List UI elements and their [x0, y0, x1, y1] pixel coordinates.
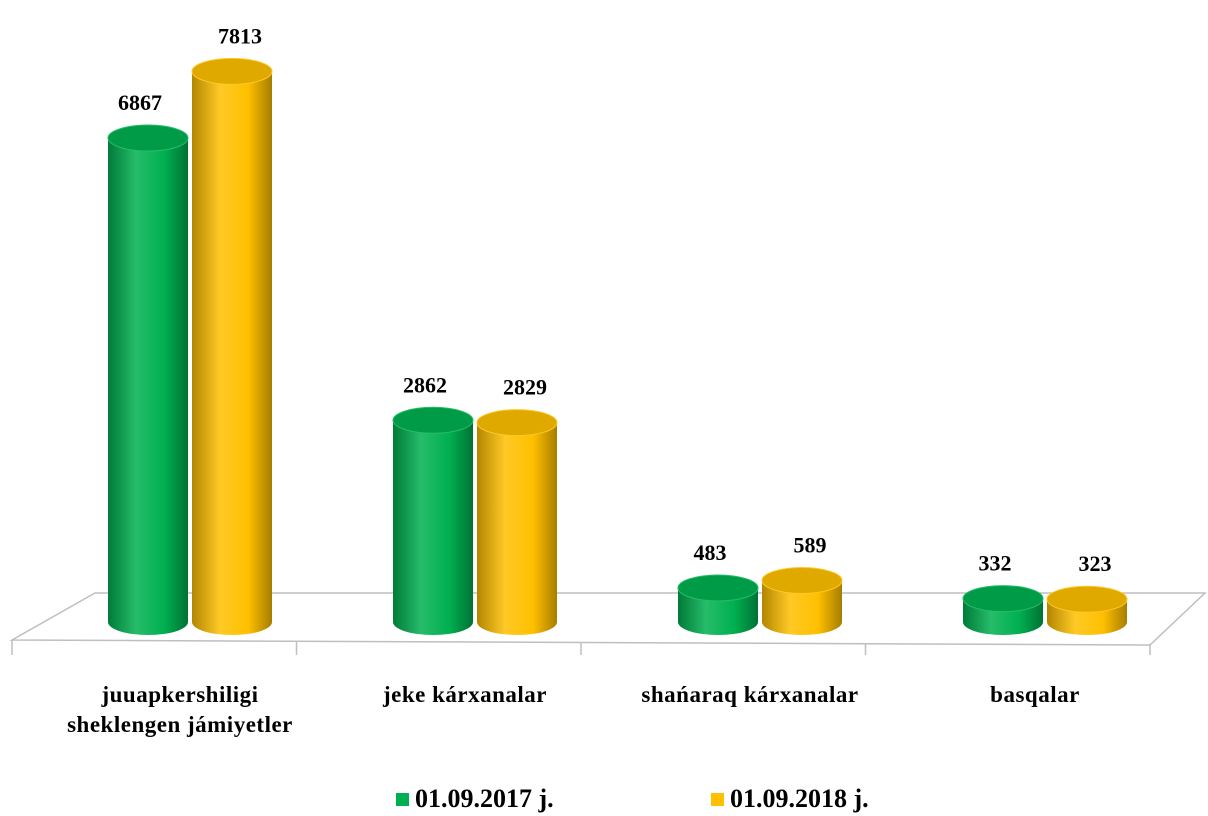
data-label: 6867 [118, 90, 162, 115]
bar-top [107, 124, 189, 152]
legend-label: 01.09.2017 j. [415, 784, 554, 813]
data-label: 483 [694, 540, 727, 565]
x-tick-label: juuapkershiligi sheklengen jámiyetler [67, 682, 293, 737]
x-tick-label: shańaraq kárxanalar [641, 682, 859, 707]
data-label: 2829 [503, 375, 547, 400]
bar [108, 138, 188, 622]
data-label: 7813 [218, 23, 262, 48]
x-tick-label: jeke kárxanalar [382, 682, 547, 707]
data-label: 589 [794, 532, 827, 557]
bar-top [476, 409, 558, 437]
floor [9, 592, 1207, 646]
data-label: 2862 [403, 372, 447, 397]
bar-top [191, 57, 273, 85]
data-label: 332 [979, 551, 1012, 576]
bar-top [392, 406, 474, 434]
bar [393, 420, 473, 622]
bar [477, 422, 557, 622]
bar-top [677, 574, 759, 602]
bar [192, 71, 272, 623]
legend-swatch [711, 792, 724, 806]
legend-item: 01.09.2018 j. [711, 784, 869, 814]
data-label: 323 [1079, 551, 1112, 576]
legend-swatch [396, 792, 409, 806]
x-tick-label: basqalar [990, 682, 1080, 707]
legend-label: 01.09.2018 j. [730, 784, 869, 813]
bar-top [1046, 585, 1128, 613]
legend-item: 01.09.2017 j. [396, 784, 554, 814]
bar-top [962, 585, 1044, 613]
bar-top [761, 566, 843, 594]
